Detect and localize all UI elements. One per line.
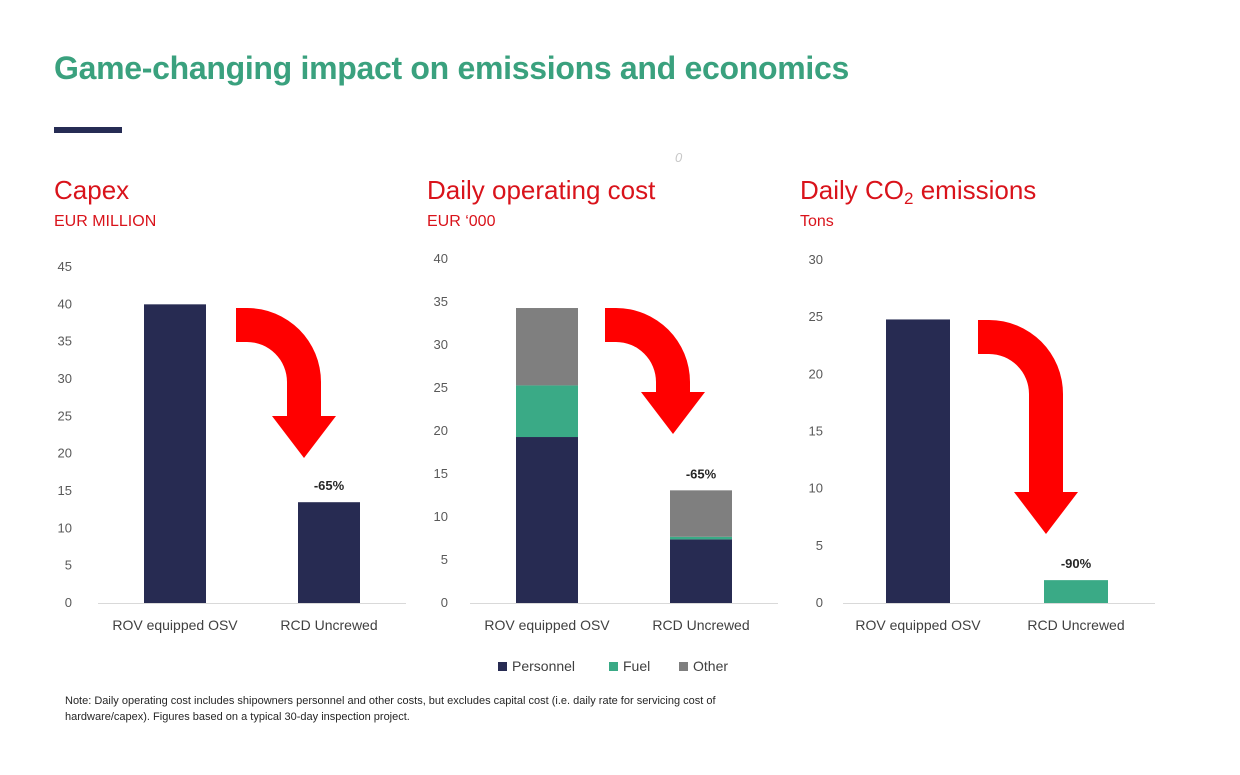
opex-y-tick: 15 [434,466,448,481]
co2-bar-value-0 [886,319,950,603]
title-accent-line [54,127,122,133]
legend-label-personnel: Personnel [512,658,575,674]
capex-reduction-arrow [236,308,336,458]
opex-y-tick: 35 [434,294,448,309]
co2-y-tick: 10 [809,481,823,496]
co2-title-suffix: emissions [913,175,1037,205]
capex-y-tick: 0 [65,595,72,610]
legend-swatch-other [679,662,688,671]
legend-swatch-fuel [609,662,618,671]
capex-reduction-label: -65% [314,478,345,493]
capex-y-tick: 25 [58,408,72,423]
stray-mark: 0 [675,150,683,165]
capex-y-tick: 15 [58,483,72,498]
co2-bar-value-1 [1044,580,1108,603]
opex-category-label: ROV equipped OSV [484,617,610,633]
opex-bar-other-0 [516,308,578,386]
co2-y-tick: 0 [816,595,823,610]
co2-reduction-label: -90% [1061,556,1092,571]
capex-y-tick: 40 [58,296,72,311]
co2-category-label: ROV equipped OSV [855,617,981,633]
capex-category-label: RCD Uncrewed [280,617,377,633]
capex-title: Capex [54,175,130,205]
opex-bar-other-1 [670,490,732,537]
opex-unit: EUR ‘000 [427,213,496,230]
opex-bar-fuel-1 [670,536,732,540]
footnote: Note: Daily operating cost includes ship… [65,695,716,723]
opex-bar-personnel-1 [670,539,732,603]
co2-y-tick: 30 [809,252,823,267]
co2-y-tick: 25 [809,309,823,324]
opex-y-tick: 40 [434,251,448,266]
opex-reduction-arrow [605,308,705,434]
co2-y-tick: 5 [816,538,823,553]
co2-title: Daily CO2 emissions [800,175,1036,209]
capex-y-tick: 20 [58,446,72,461]
capex-chart: 0 5 10 15 20 25 30 35 40 45 ROV equipped OSV RCD Un… [58,259,406,633]
opex-reduction-label: -65% [686,466,717,481]
page-title: Game-changing impact on emissions and ec… [54,50,849,86]
co2-y-tick: 15 [809,424,823,439]
capex-y-tick: 5 [65,558,72,573]
opex-bar-personnel-0 [516,437,578,603]
opex-y-tick: 30 [434,337,448,352]
capex-unit: EUR MILLION [54,213,157,230]
legend-swatch-personnel [498,662,507,671]
opex-chart: 0 5 10 15 20 25 30 35 40 ROV equipped OSV RCD Uncr… [434,251,778,674]
co2-chart: 0 5 10 15 20 25 30 ROV equipped OSV RCD Uncrewed… [809,252,1155,633]
opex-y-tick: 10 [434,509,448,524]
capex-bar-value-0 [144,304,206,603]
co2-unit: Tons [800,213,834,230]
capex-y-tick: 10 [58,520,72,535]
co2-title-main: Daily CO [800,175,905,205]
opex-bar-fuel-0 [516,385,578,438]
legend-label-other: Other [693,658,728,674]
opex-y-tick: 5 [441,552,448,567]
opex-y-tick: 20 [434,423,448,438]
opex-y-tick: 25 [434,380,448,395]
opex-y-tick: 0 [441,595,448,610]
co2-y-tick: 20 [809,366,823,381]
co2-category-label: RCD Uncrewed [1027,617,1124,633]
co2-title-subscript: 2 [904,189,914,208]
capex-y-tick: 45 [58,259,72,274]
capex-bar-value-1 [298,502,360,603]
co2-reduction-arrow [978,320,1078,534]
opex-title: Daily operating cost [427,175,656,205]
capex-y-tick: 35 [58,334,72,349]
capex-y-tick: 30 [58,371,72,386]
legend-label-fuel: Fuel [623,658,650,674]
opex-category-label: RCD Uncrewed [652,617,749,633]
opex-legend: Personnel Fuel Other [498,658,728,674]
capex-category-label: ROV equipped OSV [112,617,238,633]
